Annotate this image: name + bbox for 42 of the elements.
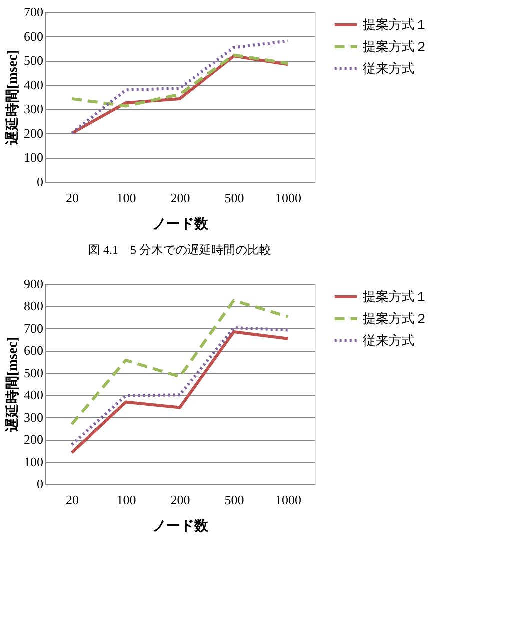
- x-tick-label: 1000: [276, 190, 302, 206]
- y-tick-label: 600: [24, 28, 44, 44]
- y-axis-title: 遅延時間[msec]: [5, 337, 21, 433]
- x-tick-label: 100: [116, 492, 136, 508]
- y-tick-label: 200: [24, 432, 44, 448]
- y-tick-label: 500: [24, 53, 44, 68]
- x-tick-label: 1000: [276, 492, 302, 508]
- line-series: [70, 40, 290, 135]
- x-tick-label: 200: [170, 492, 190, 508]
- caption: 図 4.1 5 分木での遅延時間の比較: [88, 243, 272, 257]
- x-tick-label: 500: [224, 190, 244, 206]
- y-tick-label: 200: [24, 126, 44, 141]
- x-axis-title: ノード数: [152, 216, 210, 232]
- y-tick-label: 100: [24, 454, 44, 470]
- y-tick-label: 0: [37, 174, 44, 190]
- x-tick-label: 500: [224, 492, 244, 508]
- x-tick-label: 20: [66, 492, 79, 508]
- x-tick-label: 200: [170, 190, 190, 206]
- x-axis-title: ノード数: [152, 518, 210, 534]
- legend-label: 従来方式: [363, 61, 415, 76]
- y-tick-label: 600: [24, 343, 44, 358]
- y-tick-label: 0: [37, 476, 44, 492]
- legend-label: 提案方式１: [363, 289, 428, 304]
- x-tick-label: 20: [66, 190, 79, 206]
- y-tick-label: 300: [24, 102, 44, 117]
- y-tick-label: 900: [24, 276, 44, 292]
- legend-label: 提案方式２: [363, 311, 428, 326]
- y-tick-label: 300: [24, 410, 44, 425]
- y-tick-label: 500: [24, 365, 44, 380]
- legend-label: 従来方式: [363, 333, 415, 348]
- y-tick-label: 800: [24, 298, 44, 314]
- legend-label: 提案方式１: [363, 17, 428, 32]
- legend-label: 提案方式２: [363, 39, 428, 54]
- line-series: [70, 299, 290, 426]
- y-tick-label: 700: [24, 4, 44, 20]
- x-tick-label: 100: [116, 190, 136, 206]
- y-tick-label: 700: [24, 320, 44, 336]
- y-tick-label: 100: [24, 150, 44, 166]
- y-axis-title: 遅延時間[msec]: [5, 50, 21, 146]
- line-series: [70, 54, 290, 108]
- y-tick-label: 400: [24, 388, 44, 403]
- y-tick-label: 400: [24, 77, 44, 92]
